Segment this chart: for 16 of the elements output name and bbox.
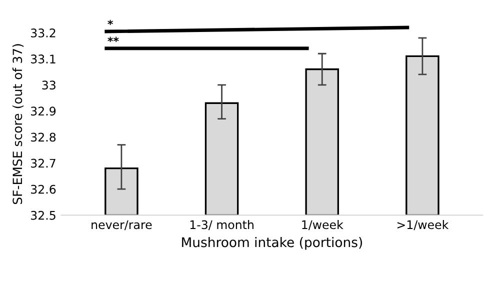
y-tick-label: 32.9 [31,106,56,116]
y-tick-label: 32.7 [31,158,56,168]
x-tick-label: 1/week [302,220,344,230]
y-axis-title: SF-EMSE score (out of 37) [12,44,24,204]
y-tick-label: 33 [42,80,56,90]
x-tick-label: 1-3/ month [190,220,254,230]
annotation: ** [108,36,119,42]
x-axis-title: Mushroom intake (portions) [182,237,362,250]
y-tick-label: 32.6 [31,184,56,194]
y-tick-label: 33.1 [31,54,56,64]
y-tick-label: 32.8 [31,132,56,142]
x-tick-label: >1/week [398,220,449,230]
x-tick-label: never/rare [92,220,152,230]
y-tick-label: 33.2 [31,28,56,38]
y-tick-label: 32.5 [31,210,56,220]
text: * [108,20,113,26]
